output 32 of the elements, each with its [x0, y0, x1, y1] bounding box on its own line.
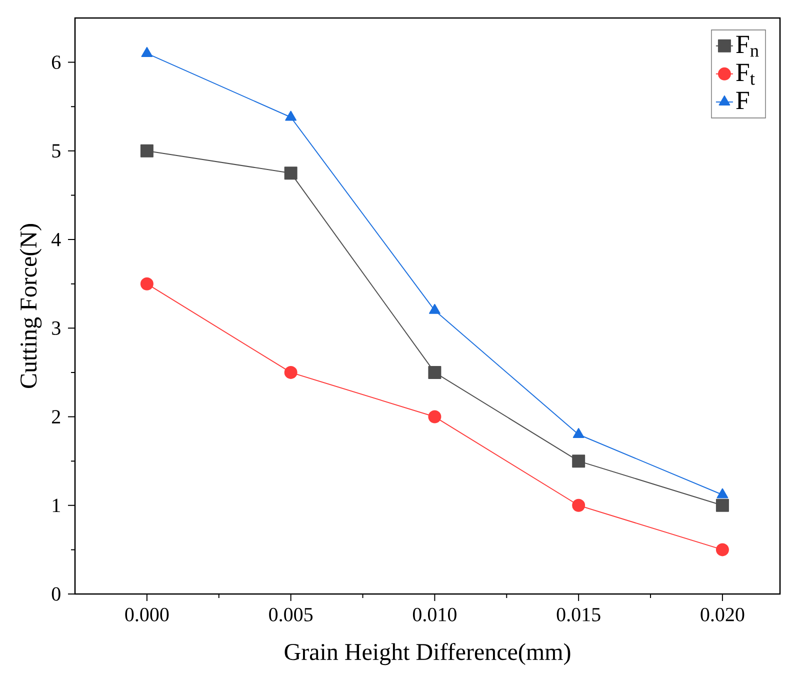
point	[284, 166, 298, 180]
x-tick-label: 0.010	[412, 608, 456, 622]
x-tick-label: 0.005	[269, 608, 313, 622]
y-axis-title: Cutting Force(N)	[20, 224, 42, 388]
point	[572, 498, 586, 512]
x-axis-title: Grain Height Difference(mm)	[284, 642, 570, 666]
y-tick-label: 3	[52, 321, 60, 335]
point	[716, 488, 728, 498]
x-tick-label: 0.020	[700, 608, 744, 622]
point	[140, 277, 154, 290]
y-tick-label: 1	[52, 498, 60, 512]
x-tick-label: 0.015	[556, 608, 600, 622]
point	[428, 366, 442, 379]
point	[716, 498, 729, 512]
legend-label: F$_{n}$	[736, 36, 759, 57]
point	[716, 543, 729, 556]
y-tick-label: 6	[52, 56, 61, 70]
x-tick-label: 0.000	[125, 608, 169, 622]
y-tick-label: 0	[52, 587, 60, 601]
legend-label: F$_{t}$	[736, 64, 755, 85]
point	[572, 454, 586, 468]
point	[285, 110, 297, 121]
point	[284, 366, 298, 379]
point	[428, 410, 442, 424]
point	[141, 46, 153, 57]
y-tick-label: 2	[52, 410, 60, 424]
y-tick-label: 4	[52, 232, 61, 246]
point	[572, 428, 584, 438]
legend-label: F	[736, 92, 749, 109]
point	[140, 144, 154, 158]
y-tick-label: 5	[52, 144, 60, 158]
point	[429, 304, 440, 314]
